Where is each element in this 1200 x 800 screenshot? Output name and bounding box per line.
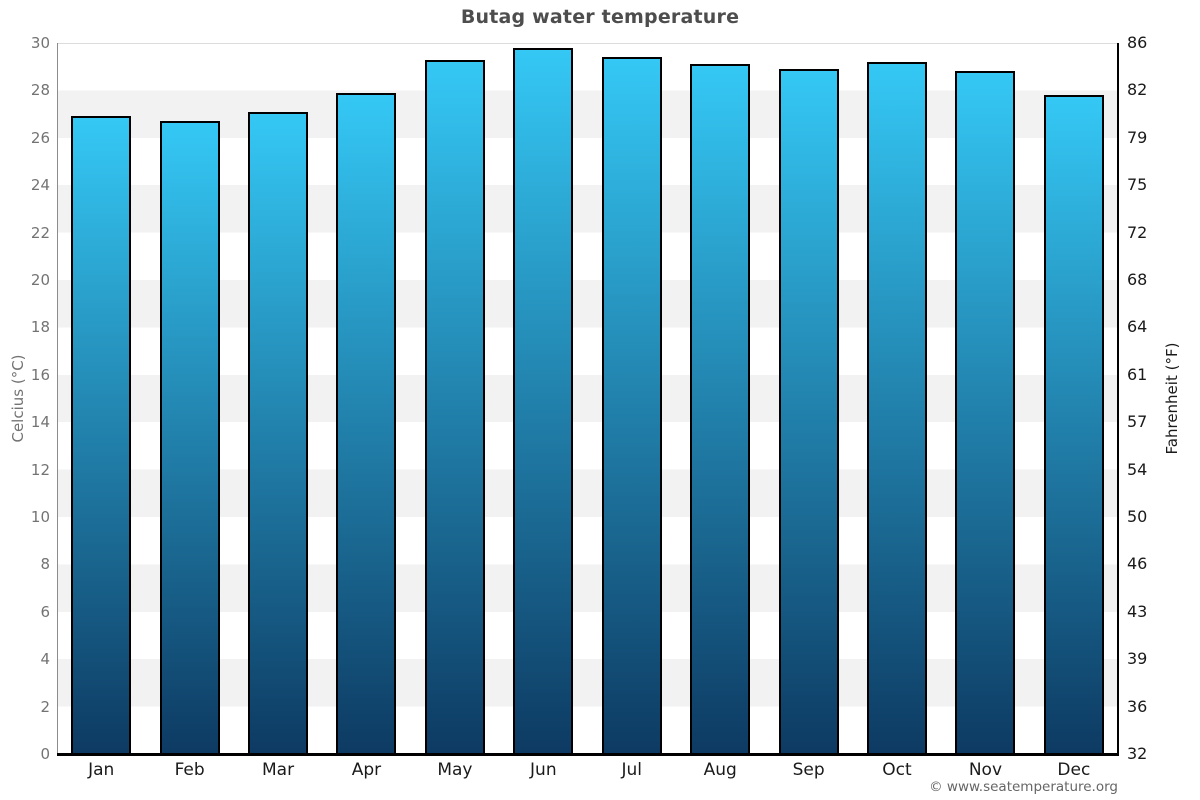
top-gridline [57,43,1118,44]
bar-apr[interactable] [336,92,397,754]
bar-aug[interactable] [690,64,751,754]
y-axis-label-fahrenheit: 75 [1127,175,1148,195]
y-axis-label-fahrenheit: 64 [1127,317,1148,337]
x-axis-label-mar: Mar [262,760,295,780]
x-axis-label-apr: Apr [351,760,382,780]
bar-mar[interactable] [248,111,309,754]
x-axis-label-nov: Nov [968,760,1003,780]
y-axis-label-celsius: 20 [30,271,50,289]
y-axis-label-fahrenheit: 86 [1127,33,1148,52]
x-axis-label-sep: Sep [792,760,825,780]
y-axis-label-fahrenheit: 82 [1127,80,1148,100]
y-axis-label-celsius: 8 [40,555,50,574]
x-axis-label-aug: Aug [703,760,737,780]
x-axis-label-feb: Feb [174,760,205,780]
y-axis-label-celsius: 2 [40,697,50,716]
y-axis-label-celsius: 4 [40,650,50,669]
x-axis-label-jan: Jan [88,760,115,780]
y-axis-label-celsius: 24 [30,176,50,195]
bar-sep[interactable] [778,69,839,754]
y-axis-label-celsius: 28 [30,81,50,100]
y-axis-label-celsius: 14 [30,413,50,432]
x-axis-label-may: May [437,760,473,780]
bar-feb[interactable] [159,121,220,754]
y-axis-title-fahrenheit: Fahrenheit (°F) [1163,342,1181,455]
bottom-axis-line [57,753,1119,756]
x-axis-label-dec: Dec [1057,760,1091,780]
y-axis-label-fahrenheit: 72 [1127,222,1148,242]
y-axis-label-celsius: 12 [30,460,50,479]
footer-credit[interactable]: © www.seatemperature.org [929,779,1118,795]
y-axis-title-celsius: Celcius (°C) [9,354,27,443]
y-axis-label-celsius: 26 [30,128,50,147]
y-axis-label-fahrenheit: 50 [1127,507,1148,526]
plot-area [57,43,1118,754]
y-axis-label-celsius: 0 [40,745,50,763]
x-axis-labels: Jan Feb Mar Apr May Jun Jul Aug Sep Oct Nov Dec [57,760,1118,780]
bar-jun[interactable] [513,47,574,754]
y-axis-label-fahrenheit: 39 [1127,649,1148,669]
bar-jan[interactable] [71,116,132,754]
y-axis-label-celsius: 22 [30,223,50,242]
x-axis-label-jun: Jun [530,760,557,780]
y-axis-label-fahrenheit: 79 [1127,127,1148,147]
y-axis-label-celsius: 16 [30,365,50,384]
y-axis-label-celsius: 30 [30,34,50,52]
x-axis-label-oct: Oct [882,760,912,780]
right-axis-line [1117,43,1119,754]
bar-nov[interactable] [955,71,1016,754]
y-axis-label-celsius: 10 [30,508,50,526]
left-axis-line [57,43,58,754]
y-axis-label-celsius: 6 [40,602,50,621]
chart-title: Butag water temperature [460,6,740,28]
y-axis-label-fahrenheit: 54 [1127,459,1148,479]
y-axis-label-fahrenheit: 61 [1127,364,1148,384]
y-axis-label-fahrenheit: 68 [1127,270,1148,289]
bar-dec[interactable] [1043,95,1104,754]
y-axis-label-fahrenheit: 46 [1127,554,1148,574]
y-axis-label-fahrenheit: 32 [1127,744,1148,763]
y-axis-label-fahrenheit: 57 [1127,412,1148,432]
bar-may[interactable] [424,59,485,754]
y-axis-label-fahrenheit: 36 [1127,696,1148,716]
x-axis-label-jul: Jul [621,760,642,780]
bar-oct[interactable] [866,61,927,754]
y-axis-label-fahrenheit: 43 [1127,601,1148,621]
y-axis-label-celsius: 18 [30,318,50,337]
bar-jul[interactable] [601,57,662,754]
